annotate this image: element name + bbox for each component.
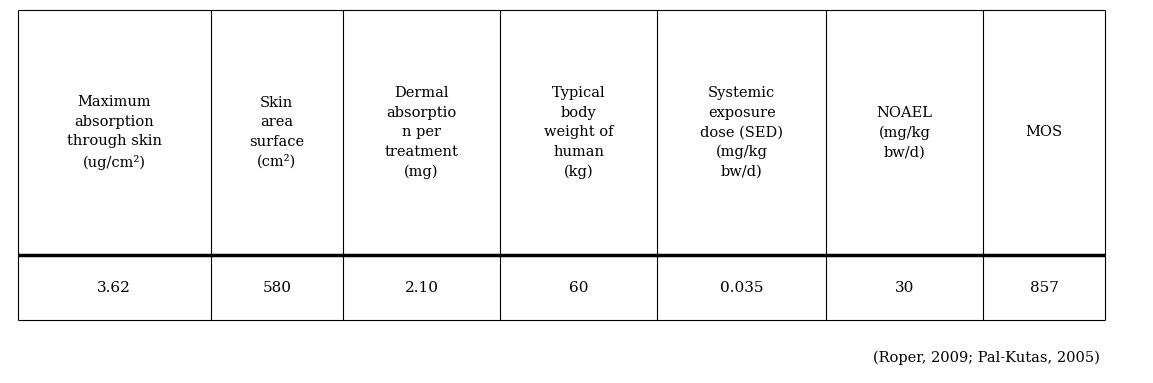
Text: Skin
area
surface
(cm²): Skin area surface (cm²) (249, 96, 304, 169)
Text: 2.10: 2.10 (405, 280, 438, 295)
Text: 580: 580 (262, 280, 292, 295)
Text: (Roper, 2009; Pal-Kutas, 2005): (Roper, 2009; Pal-Kutas, 2005) (873, 351, 1100, 365)
Text: NOAEL
(mg/kg
bw/d): NOAEL (mg/kg bw/d) (876, 106, 933, 159)
Text: 3.62: 3.62 (97, 280, 131, 295)
Text: 0.035: 0.035 (719, 280, 763, 295)
Text: Typical
body
weight of
human
(kg): Typical body weight of human (kg) (544, 86, 613, 179)
Text: 60: 60 (568, 280, 588, 295)
Text: MOS: MOS (1025, 126, 1063, 139)
Text: 857: 857 (1030, 280, 1058, 295)
Text: Systemic
exposure
dose (SED)
(mg/kg
bw/d): Systemic exposure dose (SED) (mg/kg bw/d… (700, 86, 783, 179)
Text: Dermal
absorptio
n per
treatment
(mg): Dermal absorptio n per treatment (mg) (385, 86, 459, 179)
Text: Maximum
absorption
through skin
(ug/cm²): Maximum absorption through skin (ug/cm²) (67, 95, 161, 170)
Text: 30: 30 (895, 280, 914, 295)
